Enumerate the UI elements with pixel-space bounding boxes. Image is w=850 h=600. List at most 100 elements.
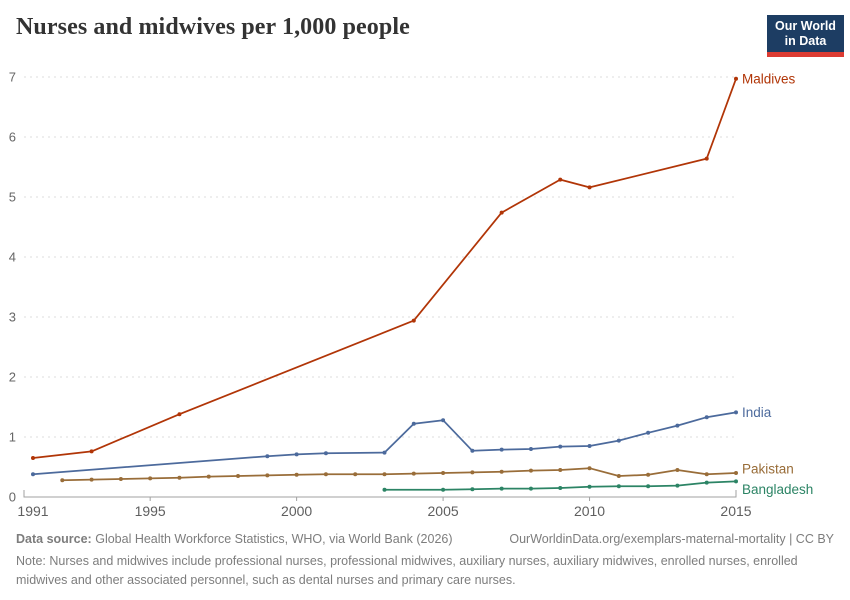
y-tick-label-0: 0	[9, 490, 16, 505]
x-tick-label-1995: 1995	[135, 503, 166, 519]
marker-bangladesh-2011	[616, 484, 621, 489]
y-tick-label-6: 6	[9, 130, 16, 145]
marker-india-2005	[441, 418, 446, 423]
line-pakistan	[61, 467, 737, 482]
marker-india-2013	[675, 423, 680, 428]
data-source-line: Data source: Global Health Workforce Sta…	[16, 530, 834, 548]
y-tick-label-7: 7	[9, 70, 16, 85]
marker-pakistan-2014	[704, 472, 709, 477]
marker-pakistan-2013	[675, 468, 680, 472]
marker-bangladesh-2006	[470, 487, 475, 492]
marker-india-2009	[558, 444, 563, 449]
line-bangladesh	[383, 480, 737, 491]
marker-india-2006	[470, 448, 475, 453]
marker-pakistan-2001	[323, 472, 328, 477]
marker-pakistan-1999	[265, 473, 270, 478]
marker-pakistan-2004	[411, 471, 416, 476]
data-source-text: Global Health Workforce Statistics, WHO,…	[95, 532, 453, 546]
x-tick-label-2015: 2015	[720, 503, 751, 519]
marker-maldives-2014	[704, 156, 709, 161]
marker-india-1999	[265, 454, 270, 459]
chart-svg: 0 1 2 3 4 5 6 7 1991 1995 2000 2005 2010 2015 Maldives…	[9, 70, 814, 520]
marker-india-2003	[382, 450, 387, 455]
owid-logo: Our World in Data	[767, 15, 844, 57]
marker-pakistan-2002	[353, 472, 358, 477]
data-source-label: Data source:	[16, 532, 92, 546]
y-tick-label-5: 5	[9, 190, 16, 205]
series-label-india: India	[742, 405, 772, 420]
marker-pakistan-1995	[148, 476, 153, 481]
chart-header: Nurses and midwives per 1,000 people Our…	[0, 0, 850, 57]
y-tick-label-4: 4	[9, 250, 16, 265]
y-tick-label-1: 1	[9, 430, 16, 445]
marker-maldives-1996	[177, 412, 182, 417]
marker-india-2010	[587, 444, 592, 448]
marker-bangladesh-2013	[675, 483, 680, 488]
marker-pakistan-2012	[646, 472, 651, 477]
marker-pakistan-2009	[558, 468, 563, 472]
note-label: Note:	[16, 554, 46, 568]
owid-logo-line-1: Our World	[775, 19, 836, 33]
marker-bangladesh-2015	[734, 479, 738, 484]
marker-pakistan-2010	[587, 466, 592, 471]
marker-india-2004	[411, 421, 416, 426]
marker-bangladesh-2007	[499, 486, 504, 491]
marker-pakistan-1997	[206, 474, 211, 479]
marker-pakistan-2000	[294, 472, 299, 477]
chart-footer: Data source: Global Health Workforce Sta…	[16, 530, 834, 589]
marker-india-2012	[646, 430, 651, 435]
marker-maldives-1993	[89, 449, 94, 454]
marker-maldives-2007	[499, 210, 504, 215]
marker-pakistan-1994	[118, 477, 123, 481]
marker-maldives-1991	[31, 456, 35, 460]
marker-pakistan-2006	[470, 470, 475, 475]
series-label-maldives: Maldives	[742, 71, 796, 86]
note-line: Note: Nurses and midwives include profes…	[16, 552, 834, 589]
marker-pakistan-2003	[382, 472, 387, 477]
marker-pakistan-2015	[734, 471, 738, 475]
marker-india-2008	[528, 447, 533, 451]
chart-area: 0 1 2 3 4 5 6 7 1991 1995 2000 2005 2010 2015 Maldives…	[0, 58, 850, 533]
marker-india-2000	[294, 452, 299, 457]
marker-pakistan-1992	[60, 478, 65, 483]
data-source: Data source: Global Health Workforce Sta…	[16, 530, 453, 548]
page-title: Nurses and midwives per 1,000 people	[16, 14, 410, 40]
marker-pakistan-2011	[616, 474, 621, 478]
marker-bangladesh-2003	[382, 487, 387, 492]
marker-maldives-2004	[411, 318, 416, 323]
x-tick-label-1991: 1991	[17, 503, 48, 519]
marker-pakistan-1998	[236, 474, 241, 478]
line-india	[32, 411, 737, 476]
marker-india-2007	[499, 447, 504, 452]
marker-india-1991	[31, 472, 35, 477]
marker-bangladesh-2012	[646, 484, 651, 489]
marker-pakistan-1993	[89, 477, 94, 482]
x-axis	[23, 490, 737, 498]
marker-maldives-2009	[558, 177, 563, 182]
x-tick-label-2010: 2010	[574, 503, 605, 519]
x-tick-label-2000: 2000	[281, 503, 312, 519]
marker-india-2014	[704, 415, 709, 420]
marker-bangladesh-2014	[704, 480, 709, 485]
owid-logo-line-2: in Data	[784, 34, 827, 48]
marker-maldives-2010	[587, 185, 592, 190]
marker-india-2015	[734, 410, 738, 415]
marker-pakistan-1996	[177, 475, 182, 480]
x-tick-label-2005: 2005	[428, 503, 459, 519]
line-maldives	[32, 77, 737, 459]
marker-bangladesh-2010	[587, 484, 592, 489]
marker-maldives-2015	[734, 76, 738, 81]
marker-bangladesh-2009	[558, 486, 563, 490]
marker-pakistan-2008	[528, 468, 533, 473]
y-tick-label-3: 3	[9, 310, 16, 325]
marker-india-2011	[616, 438, 621, 443]
marker-bangladesh-2005	[441, 487, 446, 492]
series-label-bangladesh: Bangladesh	[742, 482, 813, 497]
marker-pakistan-2007	[499, 469, 504, 474]
y-tick-label-2: 2	[9, 370, 16, 385]
marker-pakistan-2005	[441, 471, 446, 475]
citation-link[interactable]: OurWorldinData.org/exemplars-maternal-mo…	[509, 532, 834, 546]
marker-india-2001	[323, 451, 328, 456]
series-label-pakistan: Pakistan	[742, 462, 794, 477]
